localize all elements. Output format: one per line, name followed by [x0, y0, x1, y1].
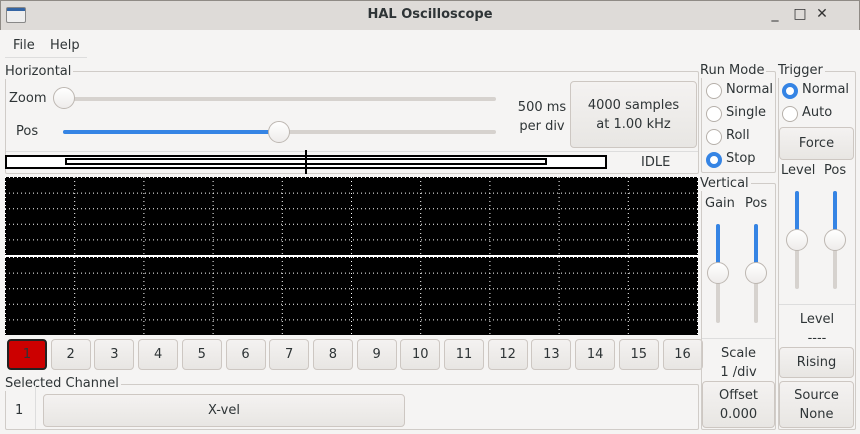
- gain-slider-handle[interactable]: [707, 262, 729, 284]
- channel-button-2[interactable]: 2: [50, 339, 91, 370]
- channel-button-5[interactable]: 5: [181, 339, 222, 370]
- channel-button-13[interactable]: 13: [531, 339, 572, 370]
- run-mode-label-stop[interactable]: Stop: [726, 151, 756, 166]
- scale-title: Scale: [721, 346, 756, 361]
- trigger-mode-label-auto[interactable]: Auto: [802, 105, 833, 120]
- pos-slider-fill: [63, 130, 279, 134]
- time-scale-readout: 500 ms per div: [510, 98, 574, 136]
- vertical-pos-slider-handle[interactable]: [745, 262, 767, 284]
- vertical-pos-slider-fill: [754, 224, 758, 273]
- gain-slider-fill: [716, 224, 720, 273]
- trigger-mode-label-normal[interactable]: Normal: [802, 82, 850, 97]
- channel-button-14[interactable]: 14: [575, 339, 616, 370]
- scale-readout: Scale 1 /div: [701, 344, 776, 382]
- samples-count: 4000 samples: [587, 97, 680, 113]
- channel-button-10[interactable]: 10: [400, 339, 441, 370]
- vertical-pos-label: Pos: [745, 196, 768, 211]
- zoom-slider-handle[interactable]: [53, 87, 75, 109]
- status-text: IDLE: [641, 155, 671, 170]
- vertical-label: Vertical: [700, 176, 751, 191]
- source-title: Source: [794, 387, 839, 403]
- pos-slider-handle[interactable]: [268, 121, 290, 143]
- trigger-label: Trigger: [778, 63, 825, 78]
- selected-channel-number: 1: [15, 403, 24, 418]
- offset-value: 0.000: [719, 406, 758, 422]
- offset-button[interactable]: Offset 0.000: [702, 381, 775, 428]
- trigger-level-slider-handle[interactable]: [786, 229, 808, 251]
- horizontal-group: [5, 71, 699, 174]
- divider: [702, 338, 775, 339]
- trigger-level-title: Level: [799, 312, 835, 327]
- run-mode-label-single[interactable]: Single: [726, 105, 766, 120]
- run-mode-label-roll[interactable]: Roll: [726, 128, 750, 143]
- minimize-icon[interactable]: _: [771, 6, 779, 22]
- time-scale-value: 500 ms: [517, 100, 567, 115]
- run-mode-label: Run Mode: [700, 63, 767, 78]
- channel-button-7[interactable]: 7: [269, 339, 310, 370]
- edge-button[interactable]: Rising: [779, 347, 854, 378]
- channel-button-16[interactable]: 16: [662, 339, 703, 370]
- trigger-position-marker: [305, 150, 307, 174]
- zoom-slider[interactable]: [65, 97, 496, 101]
- channel-name-button[interactable]: X-vel: [43, 394, 405, 427]
- run-mode-radio-stop[interactable]: [706, 152, 722, 168]
- horizontal-label: Horizontal: [5, 64, 74, 79]
- source-button[interactable]: Source None: [779, 381, 854, 428]
- channel-button-3[interactable]: 3: [94, 339, 135, 370]
- channel-button-12[interactable]: 12: [487, 339, 528, 370]
- selected-channel-group: [5, 384, 699, 430]
- pos-label: Pos: [16, 124, 39, 139]
- channel-button-1[interactable]: 1: [7, 339, 47, 370]
- trigger-pos-slider-handle[interactable]: [824, 229, 846, 251]
- trigger-mode-radio-normal[interactable]: [782, 83, 798, 99]
- scope-display[interactable]: [5, 177, 698, 335]
- trigger-mode-radio-auto[interactable]: [782, 106, 798, 122]
- menu-file[interactable]: File: [13, 38, 35, 53]
- offset-title: Offset: [718, 387, 759, 403]
- divider: [6, 151, 698, 152]
- source-value: None: [799, 406, 834, 422]
- close-icon[interactable]: ✕: [816, 6, 828, 22]
- trigger-level-value: ----: [807, 331, 827, 346]
- trigger-pos-label: Pos: [824, 163, 847, 178]
- menu-divider: [5, 57, 87, 58]
- title-bar: [0, 0, 860, 30]
- channel-button-6[interactable]: 6: [225, 339, 266, 370]
- divider: [779, 304, 855, 305]
- sample-rate: at 1.00 kHz: [596, 116, 671, 132]
- channel-button-15[interactable]: 15: [618, 339, 659, 370]
- samples-button[interactable]: 4000 samples at 1.00 kHz: [570, 81, 697, 148]
- menu-help[interactable]: Help: [50, 38, 80, 53]
- scope-separator: [5, 255, 698, 257]
- maximize-icon[interactable]: □: [793, 6, 807, 22]
- channel-button-4[interactable]: 4: [138, 339, 179, 370]
- window-icon: [6, 7, 26, 23]
- time-scale-unit: per div: [519, 119, 565, 134]
- gain-label: Gain: [705, 196, 735, 211]
- channel-button-8[interactable]: 8: [312, 339, 353, 370]
- zoom-label: Zoom: [9, 91, 47, 106]
- channel-button-9[interactable]: 9: [356, 339, 397, 370]
- window-title: HAL Oscilloscope: [367, 7, 493, 22]
- run-mode-label-normal[interactable]: Normal: [726, 82, 774, 97]
- trigger-level-slider-fill: [795, 191, 799, 239]
- run-mode-radio-normal[interactable]: [706, 83, 722, 99]
- selected-channel-label: Selected Channel: [5, 376, 121, 391]
- run-mode-radio-roll[interactable]: [706, 129, 722, 145]
- trigger-pos-slider-fill: [833, 191, 837, 239]
- force-button[interactable]: Force: [779, 127, 854, 160]
- divider: [35, 385, 36, 429]
- run-mode-radio-single[interactable]: [706, 106, 722, 122]
- channel-button-11[interactable]: 11: [444, 339, 484, 370]
- trigger-level-label: Level: [781, 163, 816, 178]
- trigger-level-readout: Level ----: [778, 310, 856, 348]
- scale-value: 1 /div: [720, 365, 757, 380]
